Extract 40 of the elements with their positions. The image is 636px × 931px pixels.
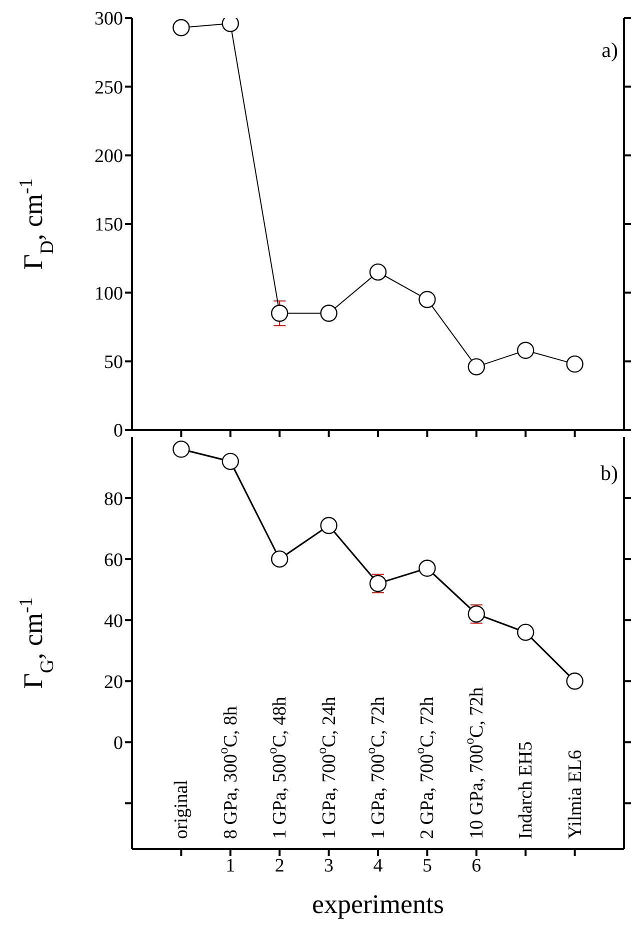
x-tick-label: 3 bbox=[324, 855, 334, 876]
point bbox=[468, 358, 485, 376]
y-tick-label: 250 bbox=[94, 77, 123, 98]
x-axis-title: experiments bbox=[312, 889, 444, 919]
point bbox=[271, 550, 288, 568]
point bbox=[222, 452, 239, 470]
point bbox=[517, 624, 534, 641]
point bbox=[369, 574, 387, 592]
x-tick-label: 2 bbox=[274, 855, 284, 876]
y-tick-label: 20 bbox=[104, 672, 123, 693]
annotation: Indarch EH5 bbox=[515, 741, 536, 839]
y-tick-label: 50 bbox=[104, 352, 123, 374]
point bbox=[418, 560, 436, 577]
point bbox=[320, 516, 338, 534]
point bbox=[172, 19, 190, 36]
y-tick-label: 150 bbox=[94, 214, 123, 236]
y-tick-label: 300 bbox=[94, 8, 123, 30]
point bbox=[320, 304, 338, 322]
annotation: b) bbox=[600, 461, 618, 486]
x-tick-label: 4 bbox=[373, 855, 384, 876]
point bbox=[517, 342, 534, 359]
y-tick-label: 0 bbox=[114, 420, 123, 442]
y-tick-label: 80 bbox=[104, 488, 123, 510]
point bbox=[566, 355, 584, 373]
point bbox=[172, 440, 190, 458]
point bbox=[566, 672, 584, 690]
annotation: Yilmia EL6 bbox=[564, 750, 586, 839]
point bbox=[271, 304, 288, 322]
point bbox=[418, 290, 436, 308]
annotation: a) bbox=[602, 38, 618, 63]
y-tick-label: 200 bbox=[94, 146, 123, 168]
y-tick-label: 60 bbox=[104, 550, 123, 571]
annotation: original bbox=[170, 780, 192, 839]
x-tick-label: 1 bbox=[226, 855, 236, 876]
x-tick-label: 5 bbox=[422, 855, 432, 876]
y-tick-label: 40 bbox=[104, 610, 123, 632]
x-tick-label: 6 bbox=[472, 855, 482, 876]
y-tick-label: 0 bbox=[114, 732, 123, 754]
point bbox=[369, 263, 387, 281]
y-tick-label: 100 bbox=[94, 283, 123, 304]
